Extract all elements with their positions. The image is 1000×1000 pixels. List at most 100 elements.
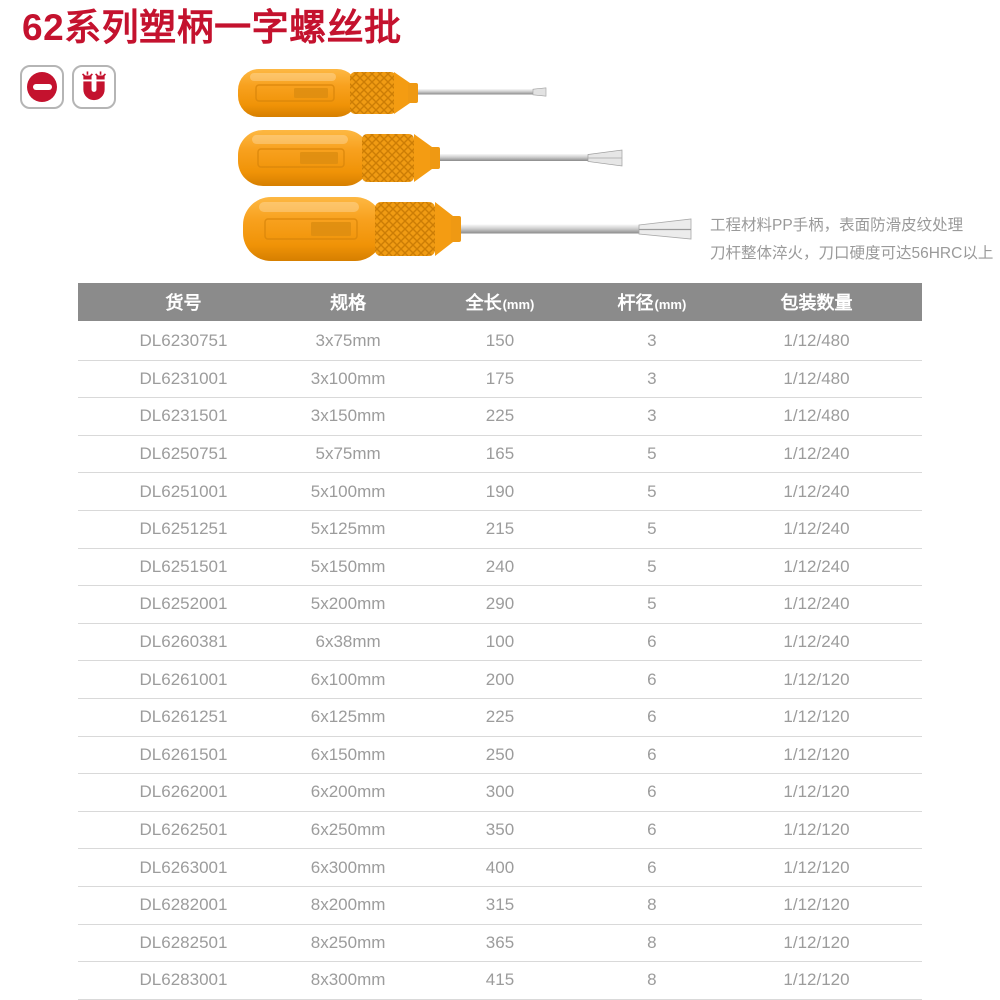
table-cell: 1/12/240 xyxy=(710,472,922,511)
table-cell: 1/12/240 xyxy=(710,510,922,549)
column-header: 全长(mm) xyxy=(407,283,593,323)
table-cell: 5x75mm xyxy=(289,435,408,474)
table-cell: 5x125mm xyxy=(289,510,408,549)
table-row: DL6283001 8x300mm 415 8 1/12/120 xyxy=(78,961,922,1000)
table-cell: 100 xyxy=(407,623,593,662)
spec-table: 货号 规格 全长(mm) 杆径(mm) 包装数量 DL6230751 3x75mm 150 3… xyxy=(78,283,922,1000)
table-cell: DL6230751 xyxy=(78,322,289,361)
table-cell: 190 xyxy=(407,472,593,511)
column-header: 包装数量 xyxy=(710,283,922,323)
table-cell: 300 xyxy=(407,773,593,812)
table-cell: DL6262501 xyxy=(78,811,289,850)
table-cell: 150 xyxy=(407,322,593,361)
table-cell: DL6282001 xyxy=(78,886,289,925)
table-cell: 3x100mm xyxy=(289,360,408,399)
table-row: DL6263001 6x300mm 400 6 1/12/120 xyxy=(78,848,922,887)
table-cell: 5x100mm xyxy=(289,472,408,511)
table-cell: 1/12/240 xyxy=(710,548,922,587)
table-cell: 1/12/240 xyxy=(710,585,922,624)
table-row: DL6231501 3x150mm 225 3 1/12/480 xyxy=(78,397,922,436)
table-cell: DL6250751 xyxy=(78,435,289,474)
table-cell: 3 xyxy=(592,322,711,361)
handle-logo xyxy=(264,218,358,240)
table-cell: 1/12/480 xyxy=(710,397,922,436)
table-cell: 1/12/120 xyxy=(710,698,922,737)
slotted-drive-icon xyxy=(27,72,57,102)
column-header: 杆径(mm) xyxy=(592,283,711,323)
screwdriver-image-small xyxy=(238,69,547,117)
table-row: DL6250751 5x75mm 165 5 1/12/240 xyxy=(78,435,922,474)
table-cell: 6 xyxy=(592,623,711,662)
table-cell: 5 xyxy=(592,585,711,624)
table-cell: DL6260381 xyxy=(78,623,289,662)
table-cell: 5x150mm xyxy=(289,548,408,587)
table-cell: 6 xyxy=(592,660,711,699)
table-cell: 6 xyxy=(592,811,711,850)
table-cell: 1/12/480 xyxy=(710,322,922,361)
magnet-icon xyxy=(81,71,107,101)
table-cell: 6x125mm xyxy=(289,698,408,737)
table-cell: 8x250mm xyxy=(289,924,408,963)
table-row: DL6251501 5x150mm 240 5 1/12/240 xyxy=(78,548,922,587)
table-cell: 290 xyxy=(407,585,593,624)
screwdriver-image-large xyxy=(243,197,692,261)
table-cell: 400 xyxy=(407,848,593,887)
table-cell: 1/12/240 xyxy=(710,435,922,474)
table-cell: 6 xyxy=(592,773,711,812)
table-header: 货号 规格 全长(mm) 杆径(mm) 包装数量 xyxy=(78,283,922,323)
description-line: 工程材料PP手柄，表面防滑皮纹处理 xyxy=(710,217,964,234)
table-cell: 1/12/480 xyxy=(710,360,922,399)
column-header: 规格 xyxy=(289,283,408,323)
table-cell: 6x250mm xyxy=(289,811,408,850)
table-cell: 1/12/120 xyxy=(710,773,922,812)
table-row: DL6261251 6x125mm 225 6 1/12/120 xyxy=(78,698,922,737)
table-row: DL6261501 6x150mm 250 6 1/12/120 xyxy=(78,736,922,775)
table-cell: 5 xyxy=(592,435,711,474)
product-images xyxy=(0,0,1000,280)
magnetic-feature xyxy=(72,65,116,109)
table-cell: 6x200mm xyxy=(289,773,408,812)
table-row: DL6251001 5x100mm 190 5 1/12/240 xyxy=(78,472,922,511)
description-line: 刀杆整体淬火，刀口硬度可达56HRC以上 xyxy=(710,245,994,262)
table-row: DL6231001 3x100mm 175 3 1/12/480 xyxy=(78,360,922,399)
table-cell: DL6261501 xyxy=(78,736,289,775)
table-cell: 315 xyxy=(407,886,593,925)
table-cell: DL6251251 xyxy=(78,510,289,549)
table-cell: 165 xyxy=(407,435,593,474)
table-cell: 6x38mm xyxy=(289,623,408,662)
table-row: DL6282001 8x200mm 315 8 1/12/120 xyxy=(78,886,922,925)
table-cell: 1/12/120 xyxy=(710,961,922,1000)
table-row: DL6262501 6x250mm 350 6 1/12/120 xyxy=(78,811,922,850)
table-cell: 8 xyxy=(592,886,711,925)
table-cell: 1/12/240 xyxy=(710,623,922,662)
table-cell: 5 xyxy=(592,548,711,587)
table-cell: 8 xyxy=(592,961,711,1000)
table-cell: 350 xyxy=(407,811,593,850)
table-cell: 1/12/120 xyxy=(710,924,922,963)
table-cell: DL6283001 xyxy=(78,961,289,1000)
table-cell: 6 xyxy=(592,736,711,775)
table-cell: 6x300mm xyxy=(289,848,408,887)
table-cell: 5x200mm xyxy=(289,585,408,624)
table-row: DL6262001 6x200mm 300 6 1/12/120 xyxy=(78,773,922,812)
table-cell: 240 xyxy=(407,548,593,587)
column-header: 货号 xyxy=(78,283,289,323)
table-cell: 215 xyxy=(407,510,593,549)
table-cell: 5 xyxy=(592,510,711,549)
table-cell: 3 xyxy=(592,360,711,399)
table-cell: 3x150mm xyxy=(289,397,408,436)
table-cell: 415 xyxy=(407,961,593,1000)
table-cell: 6x100mm xyxy=(289,660,408,699)
table-cell: 1/12/120 xyxy=(710,811,922,850)
table-cell: 6 xyxy=(592,698,711,737)
screwdriver-image-medium xyxy=(238,130,623,186)
table-row: DL6261001 6x100mm 200 6 1/12/120 xyxy=(78,660,922,699)
feature-icons xyxy=(20,65,116,109)
handle-logo xyxy=(255,84,335,102)
table-cell: 3x75mm xyxy=(289,322,408,361)
table-cell: 1/12/120 xyxy=(710,848,922,887)
table-cell: DL6251001 xyxy=(78,472,289,511)
table-cell: 1/12/120 xyxy=(710,660,922,699)
table-cell: DL6261251 xyxy=(78,698,289,737)
